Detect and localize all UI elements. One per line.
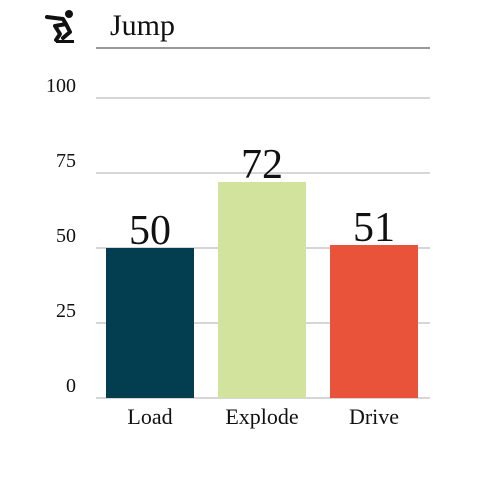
x-tick-label: Load — [127, 404, 172, 429]
x-tick-label: Explode — [225, 404, 298, 429]
y-tick-label: 0 — [66, 375, 76, 397]
jump-icon — [45, 10, 74, 43]
bar — [218, 182, 306, 398]
x-tick-label: Drive — [349, 404, 399, 429]
value-label: 50 — [129, 208, 171, 254]
y-tick-label: 100 — [46, 75, 76, 97]
value-label: 51 — [353, 205, 395, 251]
bar — [330, 245, 418, 398]
chart-title: Jump — [110, 9, 175, 42]
y-tick-label: 50 — [56, 225, 76, 247]
value-label: 72 — [241, 142, 283, 188]
bar — [106, 248, 194, 398]
y-tick-label: 25 — [56, 300, 76, 322]
y-tick-label: 75 — [56, 150, 76, 172]
